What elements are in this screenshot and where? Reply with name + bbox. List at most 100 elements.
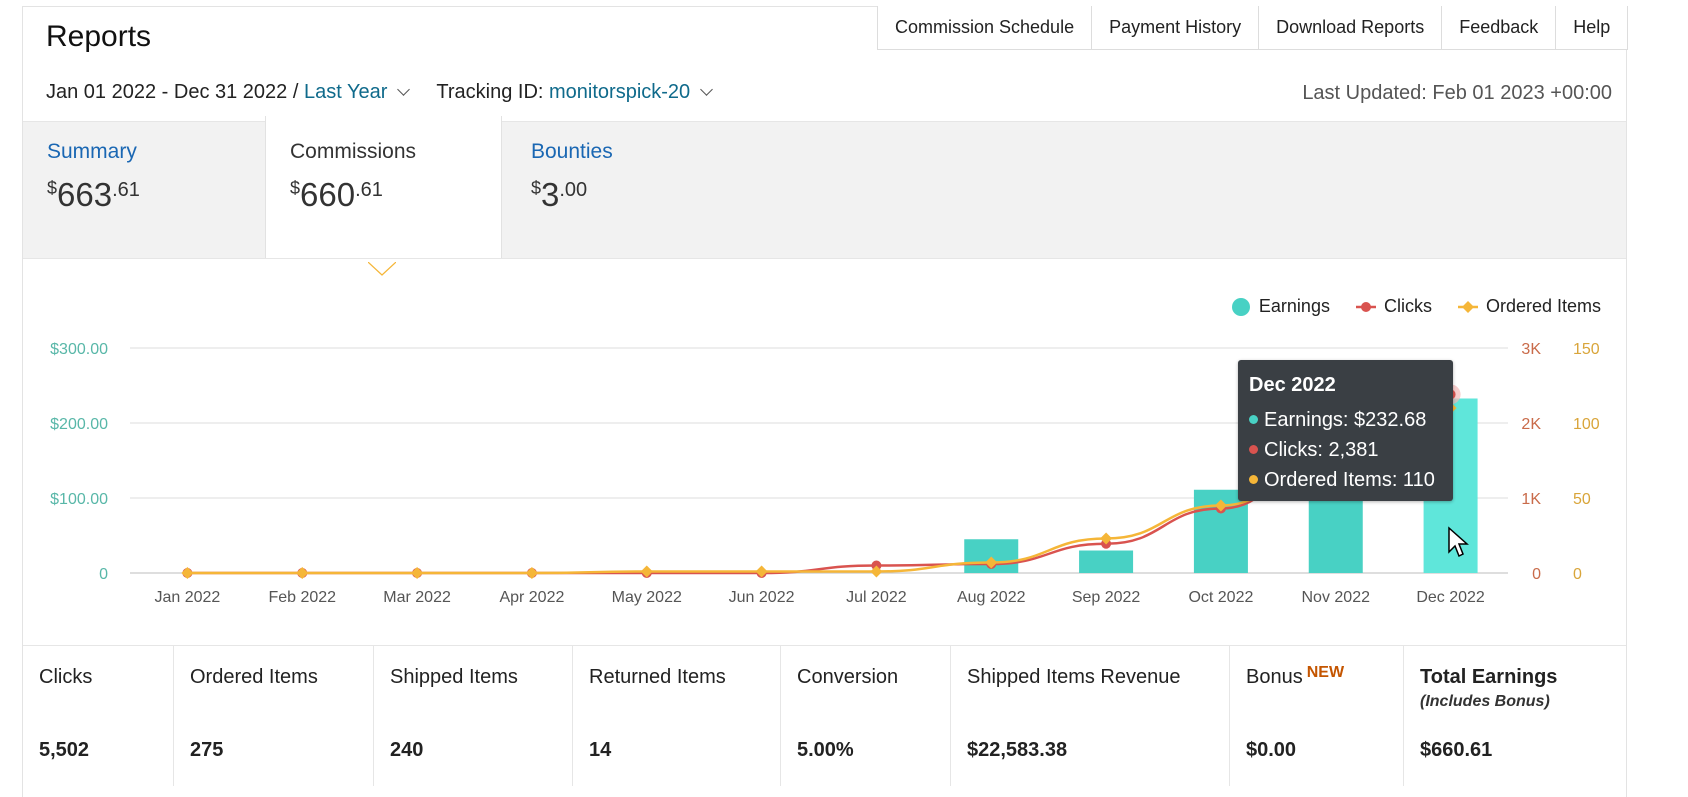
- ordered-items-point: [296, 567, 309, 579]
- legend-clicks[interactable]: Clicks: [1355, 296, 1432, 317]
- tooltip-earnings: Earnings: $232.68: [1249, 405, 1442, 435]
- y-right-ordered-tick-label: 50: [1573, 491, 1591, 508]
- tracking-id-dropdown[interactable]: monitorspick-20: [549, 81, 714, 104]
- ordered-marker-icon: [1457, 300, 1478, 313]
- y-right-ordered-tick-label: 100: [1573, 416, 1600, 433]
- legend-earnings[interactable]: Earnings: [1231, 296, 1330, 317]
- x-tick-label: Jul 2022: [846, 589, 907, 606]
- ordered-items-point: [525, 567, 538, 579]
- stat-clicks: Clicks 5,502: [23, 646, 174, 786]
- ordered-items-point: [640, 565, 653, 578]
- y-right-clicks-tick-label: 3K: [1521, 341, 1541, 358]
- y-right-clicks-tick-label: 0: [1532, 566, 1541, 583]
- x-tick-label: Jan 2022: [154, 589, 220, 606]
- chart-legend: Earnings Clicks Ordered Items: [1231, 296, 1601, 317]
- stat-shipped-value: 240: [390, 739, 424, 761]
- x-tick-label: Oct 2022: [1188, 589, 1253, 606]
- y-right-clicks-tick-label: 1K: [1521, 491, 1541, 508]
- x-tick-label: Sep 2022: [1072, 589, 1141, 606]
- stat-conversion-value: 5.00%: [797, 739, 854, 761]
- stat-clicks-value: 5,502: [39, 739, 90, 761]
- stat-conversion-label: Conversion: [797, 666, 899, 688]
- y-left-tick-label: $100.00: [50, 491, 108, 508]
- y-right-ordered-tick-label: 0: [1573, 566, 1582, 583]
- x-tick-label: Aug 2022: [957, 589, 1026, 606]
- x-tick-label: Mar 2022: [383, 589, 451, 606]
- y-left-tick-label: $300.00: [50, 341, 108, 358]
- stat-revenue-value: $22,583.38: [967, 739, 1068, 761]
- page-title: Reports: [46, 20, 152, 53]
- stat-total-sublabel: (Includes Bonus): [1420, 693, 1550, 710]
- x-tick-label: Nov 2022: [1302, 589, 1371, 606]
- y-left-tick-label: $200.00: [50, 416, 108, 433]
- x-tick-label: May 2022: [612, 589, 682, 606]
- filter-bar: Jan 01 2022 - Dec 31 2022 / Last Year Tr…: [46, 81, 714, 104]
- ordered-items-point: [755, 565, 768, 578]
- commission-schedule-button[interactable]: Commission Schedule: [878, 6, 1093, 49]
- y-right-clicks-tick-label: 2K: [1521, 416, 1541, 433]
- stat-returned-items: Returned Items 14: [573, 646, 781, 786]
- tab-bounties-label: Bounties: [531, 140, 613, 163]
- ordered-items-point: [181, 567, 194, 579]
- stat-conversion: Conversion 5.00%: [781, 646, 951, 786]
- legend-ordered-items[interactable]: Ordered Items: [1457, 296, 1601, 317]
- stat-bonus-label: Bonus NEW: [1246, 664, 1345, 688]
- period-dropdown[interactable]: Last Year: [303, 81, 411, 104]
- feedback-button[interactable]: Feedback: [1442, 6, 1557, 49]
- summary-amount: $663.61: [47, 176, 140, 213]
- stat-shipped-label: Shipped Items: [390, 666, 518, 688]
- stat-total-value: $660.61: [1420, 739, 1493, 761]
- stat-returned-label: Returned Items: [589, 666, 726, 688]
- x-tick-label: Jun 2022: [729, 589, 795, 606]
- stat-bonus: Bonus NEW $0.00: [1230, 646, 1404, 786]
- tooltip-title: Dec 2022: [1249, 374, 1336, 396]
- ordered-items-point: [870, 565, 883, 578]
- earnings-dot-icon: [1231, 297, 1250, 316]
- x-tick-label: Feb 2022: [268, 589, 336, 606]
- stat-total-label: Total Earnings: [1420, 666, 1558, 688]
- stat-returned-value: 14: [589, 739, 612, 761]
- stat-total-earnings: Total Earnings (Includes Bonus) $660.61: [1404, 646, 1626, 786]
- top-nav: Commission Schedule Payment History Down…: [877, 6, 1629, 50]
- y-right-ordered-tick-label: 150: [1573, 341, 1600, 358]
- legend-ordered-label: Ordered Items: [1485, 296, 1601, 316]
- commissions-amount: $660.61: [290, 176, 383, 213]
- bounties-amount: $3.00: [531, 176, 588, 213]
- ordered-items-point: [411, 567, 424, 579]
- tracking-id: monitorspick-20: [549, 81, 691, 103]
- summary-tabs: Summary $663.61 Commissions $660.61 Boun…: [23, 116, 1626, 259]
- legend-clicks-label: Clicks: [1383, 296, 1432, 316]
- earnings-chart: 0 0 0 $100.00 1K 50 $200.00 2K 100 $300.00 3K 150 Ja…: [50, 341, 1600, 606]
- tab-bounties[interactable]: Bounties $3.00: [507, 122, 744, 258]
- legend-earnings-label: Earnings: [1258, 296, 1330, 316]
- stats-row: Clicks 5,502 Ordered Items 275 Shipped I…: [23, 645, 1626, 786]
- payment-history-button[interactable]: Payment History: [1092, 6, 1260, 49]
- chart-tooltip: Dec 2022 Earnings: $232.68 Clicks: 2,381…: [1238, 360, 1453, 501]
- help-button[interactable]: Help: [1556, 6, 1629, 49]
- stat-shipped-items: Shipped Items 240: [374, 646, 573, 786]
- mouse-cursor-icon: [1448, 526, 1469, 558]
- earnings-bar: [1079, 550, 1134, 573]
- tooltip-ordered: Ordered Items: 110: [1249, 465, 1442, 495]
- stat-revenue: Shipped Items Revenue $22,583.38: [951, 646, 1230, 786]
- clicks-marker-icon: [1355, 301, 1376, 312]
- stat-ordered-items: Ordered Items 275: [174, 646, 374, 786]
- tab-summary[interactable]: Summary $663.61: [23, 122, 260, 258]
- tab-commissions[interactable]: Commissions $660.61: [265, 116, 502, 258]
- ordered-items-point: [985, 556, 998, 569]
- stat-clicks-label: Clicks: [39, 666, 93, 688]
- period-label: Last Year: [303, 81, 388, 103]
- stat-bonus-value: $0.00: [1246, 739, 1297, 761]
- tooltip-clicks: Clicks: 2,381: [1249, 435, 1442, 465]
- x-tick-label: Dec 2022: [1416, 589, 1485, 606]
- y-left-tick-label: 0: [99, 566, 108, 583]
- tracking-label: Tracking ID:: [436, 81, 550, 103]
- ordered-items-point: [1214, 499, 1227, 512]
- date-range: Jan 01 2022 - Dec 31 2022 /: [46, 81, 304, 103]
- stat-revenue-label: Shipped Items Revenue: [967, 666, 1181, 688]
- active-tab-pointer-icon: [368, 262, 396, 276]
- new-badge: NEW: [1306, 664, 1345, 681]
- download-reports-button[interactable]: Download Reports: [1259, 6, 1443, 49]
- stat-ordered-label: Ordered Items: [190, 666, 318, 688]
- stat-ordered-value: 275: [190, 739, 224, 761]
